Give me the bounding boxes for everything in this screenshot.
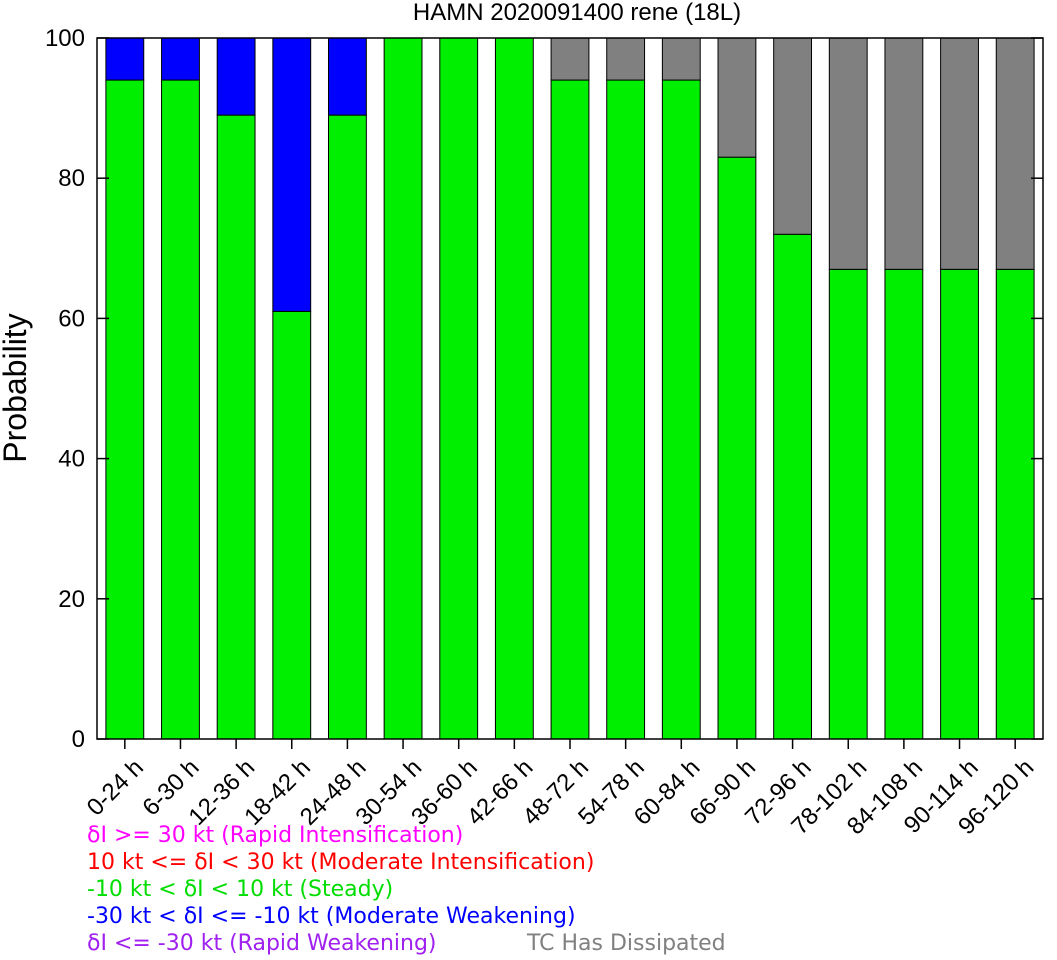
bar-steady-7	[494, 37, 534, 740]
bar-steady-15	[940, 268, 979, 740]
y-axis-title: Probability	[0, 313, 33, 462]
bar-steady-8	[550, 79, 590, 740]
bar-steady-16	[995, 268, 1035, 740]
bar-steady-2	[216, 114, 256, 740]
y-tick-label: 0	[72, 726, 85, 753]
bar-moderate-weakening-2	[216, 37, 256, 116]
bar-steady-3	[272, 310, 312, 740]
legend-entry-steady: -10 kt < δI < 10 kt (Steady)	[87, 877, 393, 902]
bar-moderate-weakening-1	[161, 37, 200, 81]
bars-layer	[105, 37, 1035, 740]
legend-entry-rapid-intensification: δI >= 30 kt (Rapid Intensification)	[87, 823, 463, 848]
legend: δI >= 30 kt (Rapid Intensification) 10 k…	[87, 823, 726, 956]
y-tick-label: 60	[58, 305, 85, 332]
bar-moderate-weakening-3	[272, 37, 312, 312]
y-tick-label: 40	[58, 446, 85, 473]
bar-moderate-weakening-0	[105, 37, 145, 81]
bar-steady-6	[439, 37, 479, 740]
y-axis-ticks: 0 20 40 60 80 100	[45, 25, 1043, 753]
bar-dissipated-13	[828, 37, 868, 270]
x-tick-label: 0-24 h	[82, 754, 149, 821]
bar-dissipated-16	[995, 37, 1035, 270]
bar-steady-4	[327, 114, 367, 740]
bar-dissipated-14	[884, 37, 924, 270]
bar-dissipated-11	[717, 37, 757, 158]
chart-title: HAMN 2020091400 rene (18L)	[413, 0, 741, 26]
bar-dissipated-12	[773, 37, 813, 235]
bar-moderate-weakening-4	[327, 37, 367, 116]
bar-steady-12	[773, 233, 813, 740]
bar-dissipated-10	[661, 37, 701, 81]
bar-steady-9	[606, 79, 646, 740]
legend-entry-moderate-weakening: -30 kt < δI <= -10 kt (Moderate Weakenin…	[87, 904, 576, 929]
bar-steady-10	[661, 79, 701, 740]
bar-steady-13	[828, 268, 868, 740]
bar-steady-0	[105, 79, 145, 740]
bar-dissipated-15	[940, 37, 979, 270]
legend-entry-rapid-weakening: δI <= -30 kt (Rapid Weakening)	[87, 931, 437, 956]
y-tick-label: 100	[45, 25, 85, 52]
legend-entry-dissipated: TC Has Dissipated	[526, 931, 726, 956]
y-tick-label: 80	[58, 165, 85, 192]
bar-dissipated-8	[550, 37, 590, 81]
y-tick-label: 20	[58, 586, 85, 613]
bar-dissipated-9	[606, 37, 646, 81]
legend-entry-moderate-intensification: 10 kt <= δI < 30 kt (Moderate Intensific…	[87, 850, 594, 875]
bar-steady-11	[717, 156, 757, 740]
bar-steady-5	[383, 37, 423, 740]
bar-steady-1	[161, 79, 200, 740]
bar-steady-14	[884, 268, 924, 740]
